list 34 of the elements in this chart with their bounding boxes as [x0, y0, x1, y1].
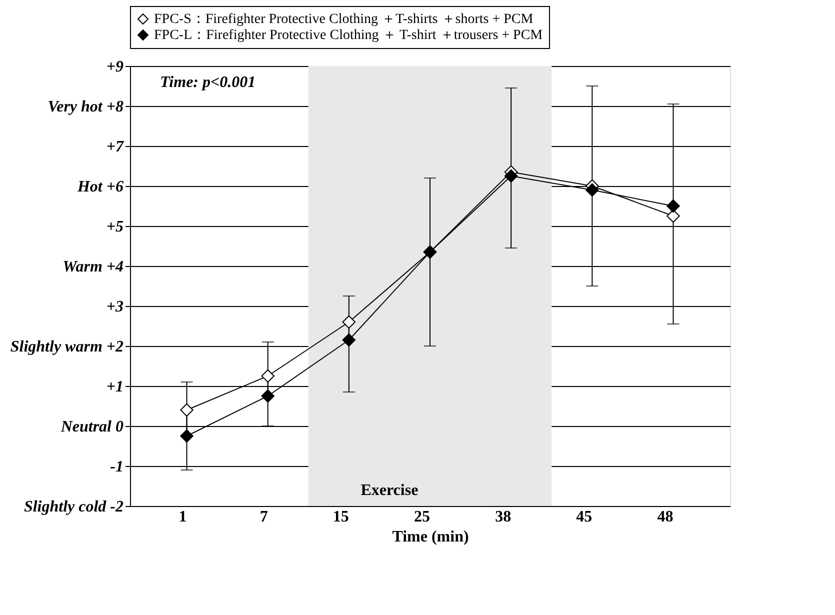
point — [180, 403, 194, 417]
y-tick-label: Slightly cold -2 — [24, 498, 124, 516]
x-tick-label: 15 — [332, 508, 349, 526]
annotation: Time: p<0.001 — [160, 74, 256, 91]
y-tick-label: Very hot +8 — [48, 98, 124, 116]
y-tick-label: +3 — [106, 298, 124, 316]
y-tick-label: Slightly warm +2 — [10, 338, 124, 356]
x-tick-label: 7 — [260, 508, 268, 526]
point — [586, 183, 599, 197]
point — [261, 389, 274, 403]
legend-label: FPC-L：Firefighter Protective Clothing ＋ T-shirt ＋trousers + PCM — [154, 28, 544, 43]
x-tick-label: 25 — [414, 508, 430, 526]
point — [342, 315, 356, 329]
point — [180, 429, 194, 443]
x-tick-label: 48 — [657, 508, 674, 526]
point — [504, 169, 518, 183]
x-tick-label: 38 — [495, 508, 512, 526]
y-tick-label: +1 — [106, 378, 124, 396]
band-label: Exercise — [360, 482, 418, 499]
y-tick-label: +7 — [106, 138, 124, 156]
y-tick-label: Hot +6 — [76, 178, 124, 196]
legend-label: FPC-S：Firefighter Protective Clothing ＋T-shirts ＋shorts + PCM — [154, 12, 534, 27]
point — [666, 209, 680, 223]
y-tick-label: +5 — [106, 218, 124, 236]
point — [261, 369, 274, 383]
point — [666, 199, 680, 213]
y-tick-label: -1 — [110, 458, 124, 476]
x-tick-label: 45 — [576, 508, 592, 526]
x-axis-title: Time (min) — [392, 528, 469, 546]
point — [342, 333, 356, 347]
y-tick-label: +9 — [106, 58, 124, 76]
y-tick-label: Warm +4 — [62, 258, 124, 276]
y-tick-label: Neutral 0 — [60, 418, 124, 436]
x-tick-label: 1 — [178, 508, 187, 526]
